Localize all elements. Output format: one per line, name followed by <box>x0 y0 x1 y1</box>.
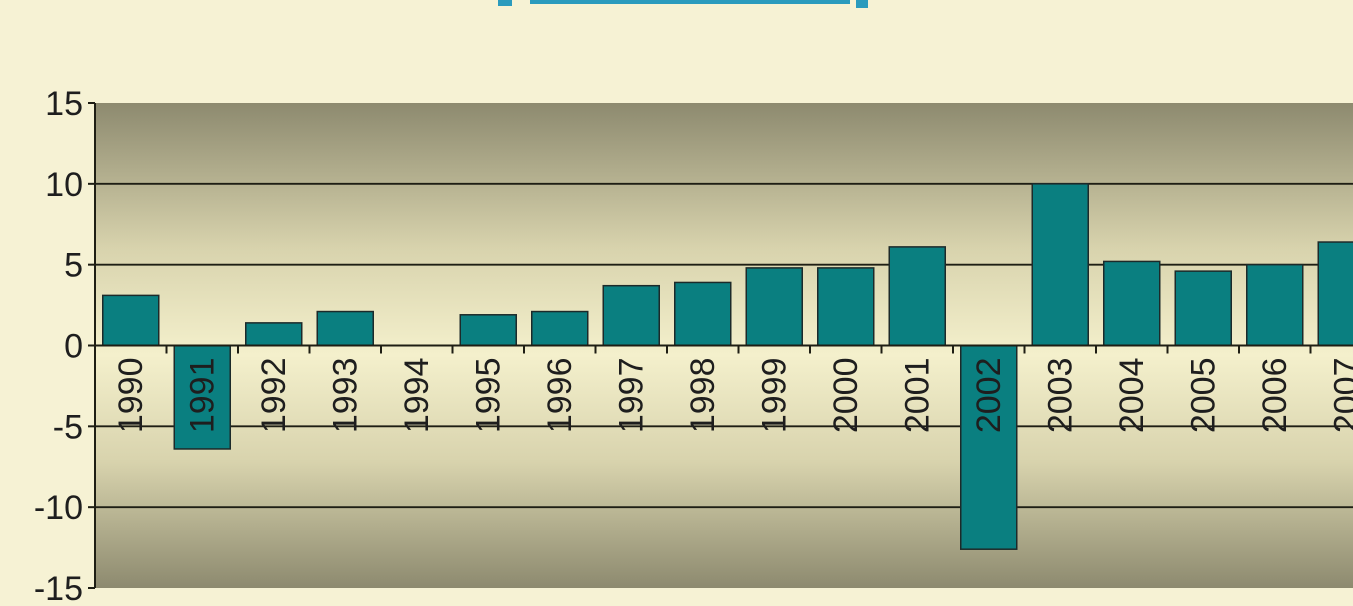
x-tick-label: 2006 <box>1256 358 1294 434</box>
bar-2003 <box>1032 184 1088 346</box>
bar-2000 <box>818 268 874 346</box>
x-tick-label: 1994 <box>398 358 436 434</box>
x-tick-label: 2005 <box>1184 358 1222 434</box>
x-tick-label: 2002 <box>970 358 1008 434</box>
bar-1993 <box>317 312 373 346</box>
x-tick-label: 1998 <box>684 358 722 434</box>
x-tick-label: 2004 <box>1113 358 1151 434</box>
clipped-title-remnant <box>498 0 868 8</box>
y-tick-label: 5 <box>64 247 83 285</box>
y-tick-label: -5 <box>53 408 83 446</box>
x-tick-label: 1997 <box>612 358 650 434</box>
bar-2006 <box>1247 265 1303 346</box>
y-tick-label: -15 <box>34 570 83 606</box>
bar-1997 <box>603 286 659 346</box>
y-tick-label: 15 <box>45 85 83 123</box>
x-tick-label: 1999 <box>755 358 793 434</box>
bar-2001 <box>889 247 945 346</box>
y-tick-label: 10 <box>45 166 83 204</box>
x-tick-label: 1995 <box>469 358 507 434</box>
x-tick-label: 2000 <box>827 358 865 434</box>
x-tick-label: 1996 <box>541 358 579 434</box>
y-tick-label: -10 <box>34 489 83 527</box>
x-tick-label: 2003 <box>1041 358 1079 434</box>
y-tick-label: 0 <box>64 328 83 366</box>
x-tick-label: 1990 <box>112 358 150 434</box>
x-tick-label: 2007 <box>1327 358 1353 434</box>
bar-1992 <box>246 323 302 346</box>
bar-2005 <box>1175 271 1231 345</box>
x-tick-label: 1991 <box>183 358 221 434</box>
x-tick-label: 1992 <box>255 358 293 434</box>
bar-1990 <box>103 295 159 345</box>
bar-2004 <box>1104 261 1160 345</box>
bar-1998 <box>675 282 731 345</box>
bar-1996 <box>532 312 588 346</box>
bar-2007 <box>1318 242 1353 345</box>
x-tick-label: 2001 <box>898 358 936 434</box>
x-tick-label: 1993 <box>326 358 364 434</box>
bar-1995 <box>460 315 516 346</box>
y-axis: 15 10 5 0 -5 -10 -15 <box>34 85 95 606</box>
bar-1999 <box>746 268 802 346</box>
